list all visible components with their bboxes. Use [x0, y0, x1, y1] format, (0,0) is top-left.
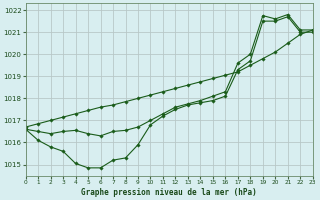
- X-axis label: Graphe pression niveau de la mer (hPa): Graphe pression niveau de la mer (hPa): [81, 188, 257, 197]
